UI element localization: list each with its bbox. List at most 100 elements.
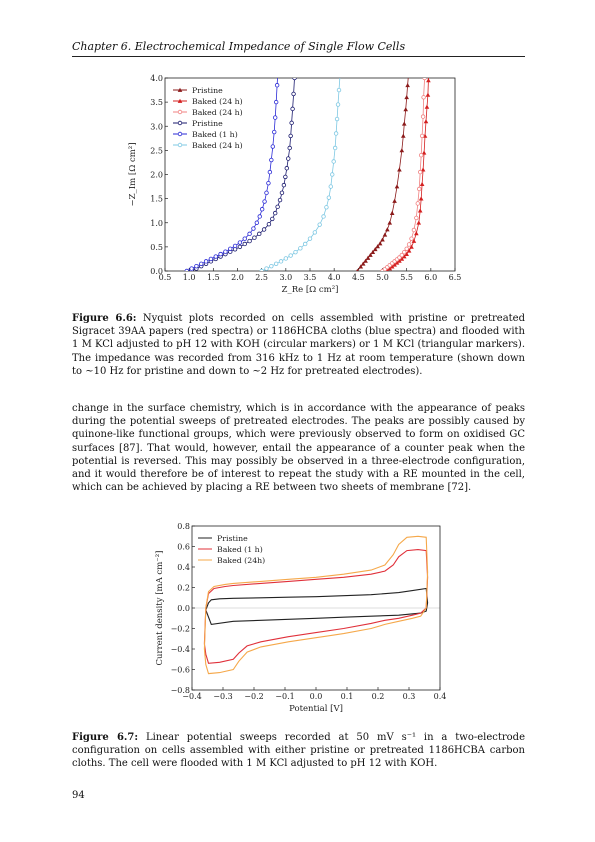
data-point bbox=[419, 181, 425, 186]
data-point bbox=[272, 210, 278, 216]
legend-marker bbox=[177, 109, 183, 115]
data-point bbox=[266, 180, 271, 186]
figure-6-7-caption: Figure 6.7: Linear potential sweeps reco… bbox=[72, 731, 525, 771]
data-point bbox=[399, 252, 405, 258]
legend-marker bbox=[177, 131, 183, 137]
data-point bbox=[262, 199, 267, 204]
data-point bbox=[423, 119, 429, 124]
x-tick-label: 0.3 bbox=[403, 692, 416, 701]
legend-label: Baked (24h) bbox=[217, 556, 265, 565]
data-point bbox=[414, 215, 419, 221]
x-tick-label: −0.3 bbox=[213, 692, 232, 701]
data-point bbox=[307, 236, 313, 241]
data-point bbox=[415, 201, 420, 206]
x-tick-label: 5.5 bbox=[400, 273, 413, 282]
x-tick-label: −0.4 bbox=[182, 692, 201, 701]
data-point bbox=[208, 256, 214, 262]
legend-marker bbox=[177, 120, 183, 126]
data-point bbox=[276, 67, 280, 71]
data-point bbox=[278, 259, 284, 264]
data-point bbox=[330, 172, 335, 177]
figure-6-6-label: Figure 6.6: bbox=[72, 313, 137, 324]
data-point bbox=[421, 95, 426, 100]
x-tick-label: 6.5 bbox=[449, 273, 462, 282]
data-point bbox=[397, 167, 402, 172]
y-tick-label: 0.6 bbox=[177, 543, 190, 552]
data-point bbox=[397, 258, 402, 263]
data-point bbox=[422, 78, 427, 81]
data-point bbox=[261, 227, 267, 232]
data-point bbox=[334, 116, 340, 122]
series-line-2 bbox=[382, 78, 426, 271]
data-point bbox=[287, 145, 292, 151]
data-point bbox=[365, 255, 371, 260]
x-tick-label: 1.0 bbox=[183, 273, 196, 282]
legend-label: Baked (24 h) bbox=[192, 108, 243, 117]
data-point bbox=[264, 266, 269, 271]
data-point bbox=[275, 204, 280, 210]
series-layer bbox=[203, 535, 429, 675]
data-point bbox=[389, 264, 395, 269]
data-point bbox=[283, 174, 288, 180]
data-point bbox=[270, 216, 275, 222]
data-point bbox=[264, 190, 269, 196]
data-point bbox=[286, 156, 291, 161]
x-tick-label: 2.0 bbox=[231, 273, 244, 282]
data-point bbox=[418, 196, 424, 201]
x-tick-label: 4.5 bbox=[352, 273, 365, 282]
data-point bbox=[375, 244, 380, 249]
figure-6-7-text: Linear potential sweeps recorded at 50 m… bbox=[72, 732, 525, 770]
plot-frame bbox=[164, 77, 456, 272]
data-point bbox=[336, 87, 342, 93]
x-axis-label: Potential [V] bbox=[289, 704, 343, 714]
legend-label: Baked (24 h) bbox=[192, 141, 243, 150]
data-point bbox=[425, 92, 431, 97]
x-tick-label: −0.2 bbox=[244, 692, 263, 701]
data-point bbox=[403, 107, 408, 112]
x-tick-label: 6.0 bbox=[424, 273, 437, 282]
data-point bbox=[411, 238, 417, 243]
data-point bbox=[404, 95, 409, 100]
x-tick-label: 5.0 bbox=[376, 273, 389, 282]
data-point bbox=[288, 133, 293, 139]
legend-marker bbox=[177, 142, 183, 148]
data-point bbox=[389, 210, 395, 215]
data-point bbox=[409, 236, 414, 241]
data-point bbox=[417, 186, 422, 192]
legend-label: Baked (1 h) bbox=[192, 130, 238, 139]
data-point bbox=[420, 114, 426, 119]
data-point bbox=[269, 263, 274, 269]
data-point bbox=[283, 256, 289, 261]
data-point bbox=[368, 252, 373, 257]
y-tick-label: 3.5 bbox=[150, 98, 163, 107]
data-point bbox=[259, 207, 265, 212]
y-tick-label: 0.4 bbox=[177, 563, 190, 572]
y-tick-label: 0.5 bbox=[150, 243, 163, 252]
data-point bbox=[257, 231, 262, 237]
data-point bbox=[370, 249, 376, 255]
data-point bbox=[385, 227, 390, 232]
data-point bbox=[418, 169, 423, 175]
data-point bbox=[424, 104, 430, 109]
data-point bbox=[298, 246, 303, 251]
data-point bbox=[277, 197, 283, 203]
data-point bbox=[292, 78, 297, 81]
figure-6-6-caption: Figure 6.6: Nyquist plots recorded on ce… bbox=[72, 312, 525, 378]
legend-marker bbox=[177, 87, 183, 92]
data-point bbox=[382, 232, 388, 237]
data-point bbox=[363, 258, 368, 263]
data-point bbox=[405, 82, 410, 88]
data-point bbox=[290, 106, 295, 112]
data-point bbox=[360, 261, 366, 266]
y-tick-label: 4.0 bbox=[150, 74, 163, 83]
data-point bbox=[279, 190, 285, 196]
data-point bbox=[272, 115, 278, 120]
data-point bbox=[328, 184, 333, 189]
data-point bbox=[324, 205, 329, 210]
x-tick-label: 0.1 bbox=[341, 692, 354, 701]
data-point bbox=[270, 144, 275, 149]
series-line-0 bbox=[205, 587, 429, 626]
legend-label: Pristine bbox=[192, 119, 223, 128]
data-point bbox=[213, 254, 218, 259]
y-tick-label: 1.0 bbox=[150, 219, 163, 228]
